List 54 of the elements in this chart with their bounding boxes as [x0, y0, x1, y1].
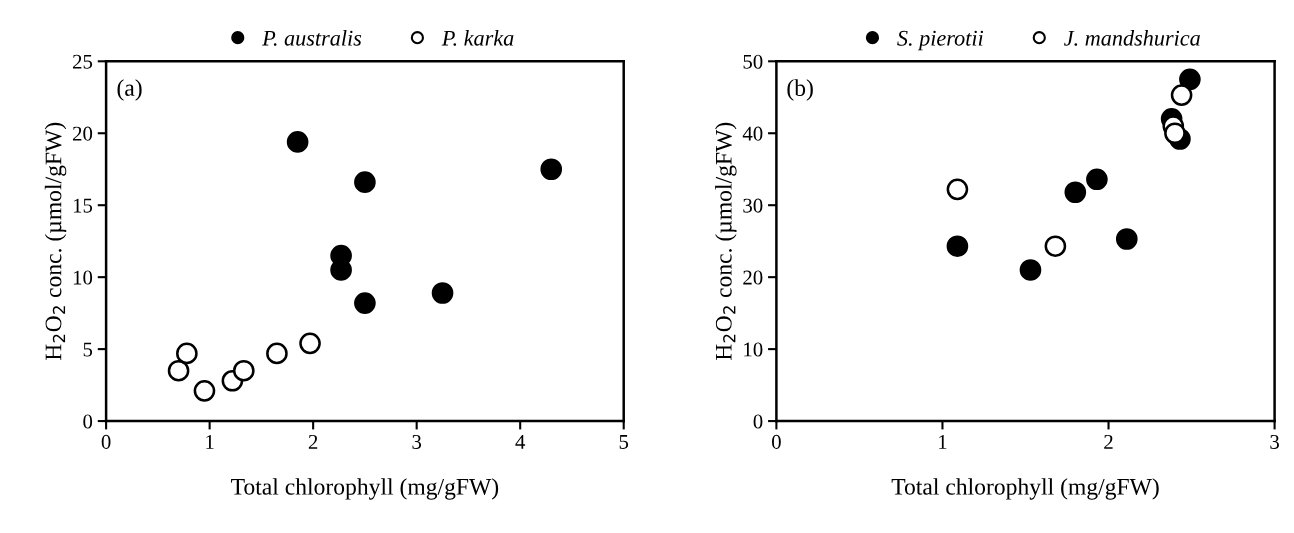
- legend-label: P. karka: [441, 30, 514, 46]
- point: [266, 342, 288, 365]
- point: [354, 292, 376, 314]
- legend-label: J. mandshurica: [1064, 30, 1200, 46]
- legend-label: S. pierotii: [897, 30, 984, 51]
- y-tick-label: 40: [742, 126, 763, 141]
- point: [946, 235, 969, 258]
- point: [1170, 84, 1193, 106]
- x-tick-label: 4: [515, 435, 526, 449]
- annotation: (b): [787, 79, 813, 101]
- point: [1086, 168, 1108, 191]
- point: [1164, 122, 1186, 145]
- point: [232, 359, 255, 382]
- x-tick-label: 5: [619, 435, 629, 449]
- point: [946, 178, 969, 201]
- x-axis-title: Total chlorophyll (mg/gFW): [891, 478, 1159, 500]
- x-tick-label: 1: [206, 434, 214, 449]
- point: [286, 131, 309, 153]
- y-tick-label: 50: [743, 54, 763, 69]
- point: [1044, 235, 1067, 258]
- x-tick-label: 3: [1270, 434, 1279, 449]
- x-tick-label: 2: [1104, 434, 1113, 449]
- point: [540, 158, 563, 181]
- y-tick-label: 0: [753, 414, 763, 429]
- y-tick-label: 20: [72, 126, 93, 141]
- point: [1019, 259, 1042, 281]
- y-tick-label: 15: [73, 198, 93, 213]
- point: [1115, 228, 1138, 250]
- point: [354, 171, 376, 193]
- x-tick-label: 1: [939, 434, 947, 449]
- point: [176, 342, 198, 365]
- y-tick-label: 5: [83, 342, 93, 357]
- point: [1064, 181, 1087, 204]
- annotation: (a): [117, 79, 142, 101]
- x-tick-label: 3: [412, 434, 422, 449]
- x-axis-title: Total chlorophyll (mg/gFW): [231, 478, 499, 500]
- y-tick-label: 10: [73, 270, 93, 285]
- point: [431, 282, 454, 304]
- y-tick-label: 10: [744, 342, 763, 357]
- point: [167, 359, 190, 382]
- y-axis-title: H$_{2}$O$_{2}$ conc. (µmol/gFW): [715, 122, 737, 361]
- point: [193, 380, 216, 402]
- y-tick-label: 30: [743, 198, 763, 213]
- y-tick-label: 20: [743, 270, 763, 285]
- point: [330, 259, 352, 281]
- y-axis-title: H$_{2}$O$_{2}$ conc. (µmol/gFW): [44, 122, 67, 361]
- legend-label: P. australis: [262, 30, 362, 46]
- point: [1179, 68, 1201, 91]
- x-tick-label: 0: [771, 434, 781, 449]
- x-tick-label: 2: [308, 434, 318, 449]
- x-tick-label: 0: [101, 434, 111, 449]
- y-tick-label: 25: [72, 54, 93, 69]
- point: [299, 332, 321, 355]
- y-tick-label: 0: [83, 414, 93, 429]
